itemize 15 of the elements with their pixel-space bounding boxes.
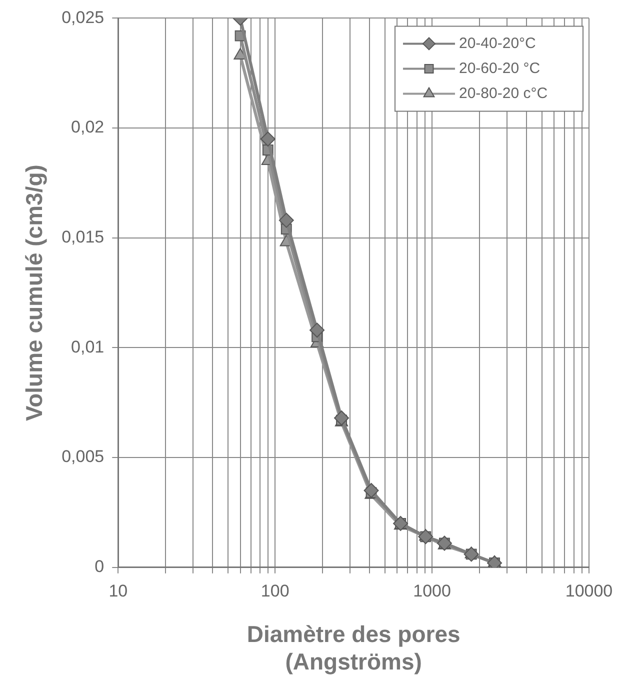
y-tick-label: 0,025	[62, 8, 104, 27]
y-tick-label: 0	[94, 557, 104, 576]
legend-label: 20-80-20 c°C	[459, 84, 548, 102]
y-tick-label: 0,02	[71, 118, 104, 137]
y-tick-label: 0,005	[62, 447, 104, 466]
y-tick-label: 0,015	[62, 228, 104, 247]
x-tick-label: 10000	[565, 581, 613, 600]
legend-label: 20-60-20 °C	[459, 60, 540, 77]
x-tick-label: 10	[108, 581, 128, 600]
x-tick-label: 1000	[413, 581, 451, 600]
x-tick-label: 100	[260, 581, 290, 600]
legend-label: 20-40-20°C	[459, 34, 536, 52]
y-axis-title: Volume cumulé (cm3/g)	[21, 164, 48, 422]
y-tick-label: 0,01	[71, 337, 104, 356]
x-axis-title: Diamètre des pores (Angströms)	[246, 620, 460, 675]
